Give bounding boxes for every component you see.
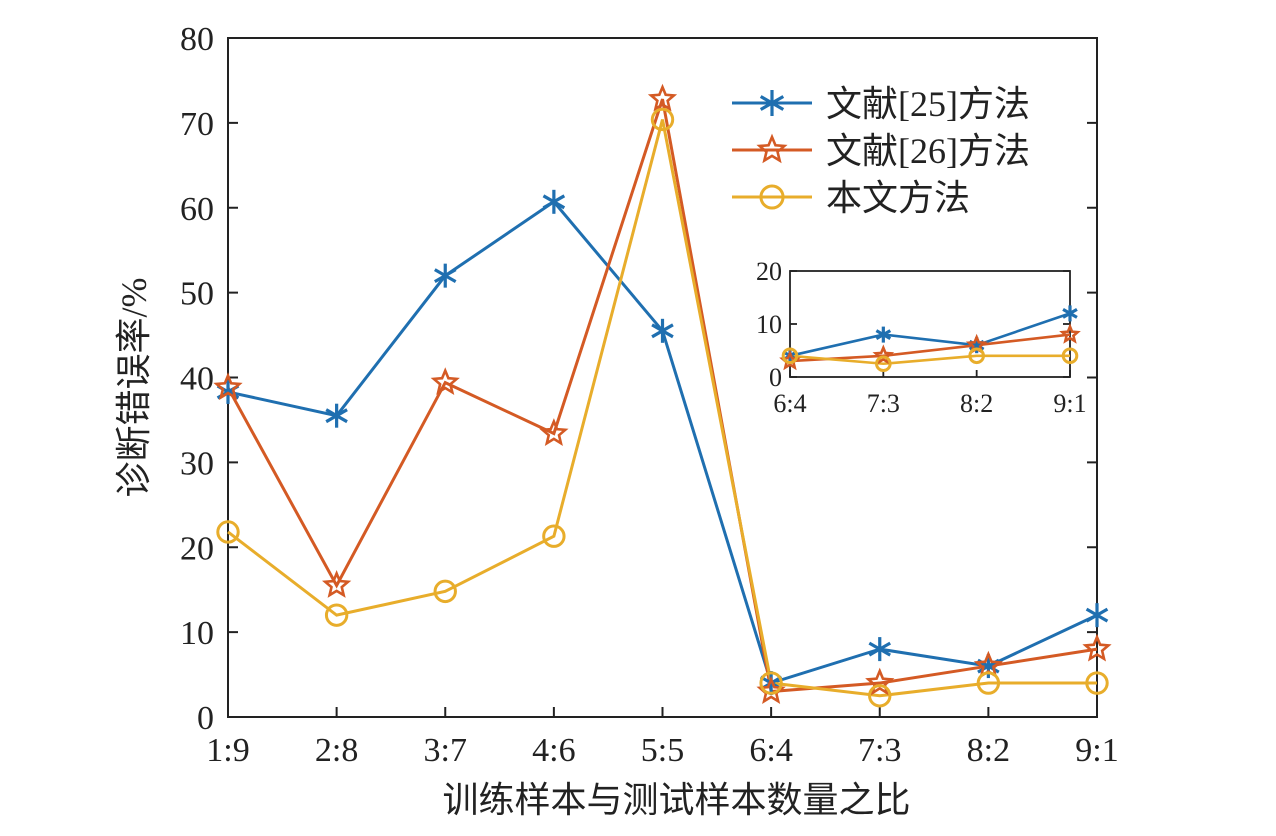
x-tick-label: 6:4 xyxy=(749,732,792,769)
x-tick-label: 5:5 xyxy=(641,732,684,769)
inset-y-tick-label: 20 xyxy=(756,257,782,286)
y-tick-label: 60 xyxy=(180,191,214,228)
legend-marker xyxy=(756,133,788,164)
inset-x-tick-label: 8:2 xyxy=(960,389,993,418)
series-c-point xyxy=(433,579,457,604)
series-a-point xyxy=(542,189,566,214)
series-c-point xyxy=(759,671,783,695)
inset-background xyxy=(760,261,1080,427)
series-a-point xyxy=(1085,603,1109,628)
inset-series-b-line xyxy=(789,333,1071,363)
series-a-point xyxy=(434,263,457,288)
legend-label: 文献[26]方法 xyxy=(826,131,1030,171)
y-tick-label: 70 xyxy=(180,106,214,143)
legend-marker xyxy=(759,90,785,116)
y-tick-label: 30 xyxy=(180,445,214,482)
inset-series-a-point xyxy=(1062,305,1078,322)
y-axis-title: 诊断错误率/% xyxy=(114,278,154,498)
legend-label: 本文方法 xyxy=(826,178,970,218)
y-tick-label: 10 xyxy=(180,615,214,652)
x-axis-title: 训练样本与测试样本数量之比 xyxy=(442,780,910,820)
inset-series-a-line xyxy=(789,312,1071,358)
series-a-point xyxy=(325,403,348,428)
inset-series-c-line xyxy=(789,354,1070,366)
y-tick-label: 50 xyxy=(180,276,214,313)
inset-series-c-point xyxy=(968,347,985,365)
series-b-point xyxy=(865,667,895,696)
y-tick-label: 80 xyxy=(180,21,214,58)
series-c-point xyxy=(650,107,675,132)
series-c-point xyxy=(976,671,1001,695)
inset-x-tick-label: 9:1 xyxy=(1053,389,1086,418)
inset-x-tick-label: 7:3 xyxy=(867,389,900,418)
series-c-point xyxy=(542,524,566,548)
series-c-point xyxy=(216,520,240,544)
inset-series-c-point xyxy=(781,347,799,365)
inset-series-b-point xyxy=(872,344,895,366)
series-b-point xyxy=(1082,633,1112,662)
inset-y-tick-label: 10 xyxy=(756,310,782,339)
series-b-point xyxy=(213,372,243,401)
series-b-point xyxy=(321,570,352,598)
inset-series-c-point xyxy=(1061,347,1079,365)
inset-x-tick-label: 6:4 xyxy=(773,389,806,418)
series-c-point xyxy=(868,684,892,708)
series-a-point xyxy=(651,318,674,343)
legend-label: 文献[25]方法 xyxy=(826,84,1030,124)
y-tick-label: 40 xyxy=(180,361,214,398)
x-tick-label: 1:9 xyxy=(206,732,249,769)
series-c-point xyxy=(324,603,349,627)
inset-series-b-point xyxy=(1059,323,1081,344)
x-tick-label: 7:3 xyxy=(858,732,901,769)
series-c-point xyxy=(1085,671,1109,695)
series-b-point xyxy=(430,367,460,396)
inset-series-a-point xyxy=(875,326,892,343)
x-tick-label: 4:6 xyxy=(532,732,575,769)
legend-marker xyxy=(759,184,785,210)
series-b-point xyxy=(647,83,678,112)
series-b-line xyxy=(226,98,1098,694)
series-c-line xyxy=(227,119,1097,698)
x-tick-label: 8:2 xyxy=(967,732,1010,769)
series-a-point xyxy=(868,637,891,662)
series-b-point xyxy=(539,418,569,446)
x-tick-label: 3:7 xyxy=(424,732,467,769)
x-tick-label: 9:1 xyxy=(1075,732,1118,769)
y-tick-label: 20 xyxy=(180,530,214,567)
y-tick-label: 0 xyxy=(197,700,214,737)
inset-series-c-point xyxy=(875,355,892,373)
x-tick-label: 2:8 xyxy=(315,732,358,769)
inset-y-tick-label: 0 xyxy=(769,363,782,392)
